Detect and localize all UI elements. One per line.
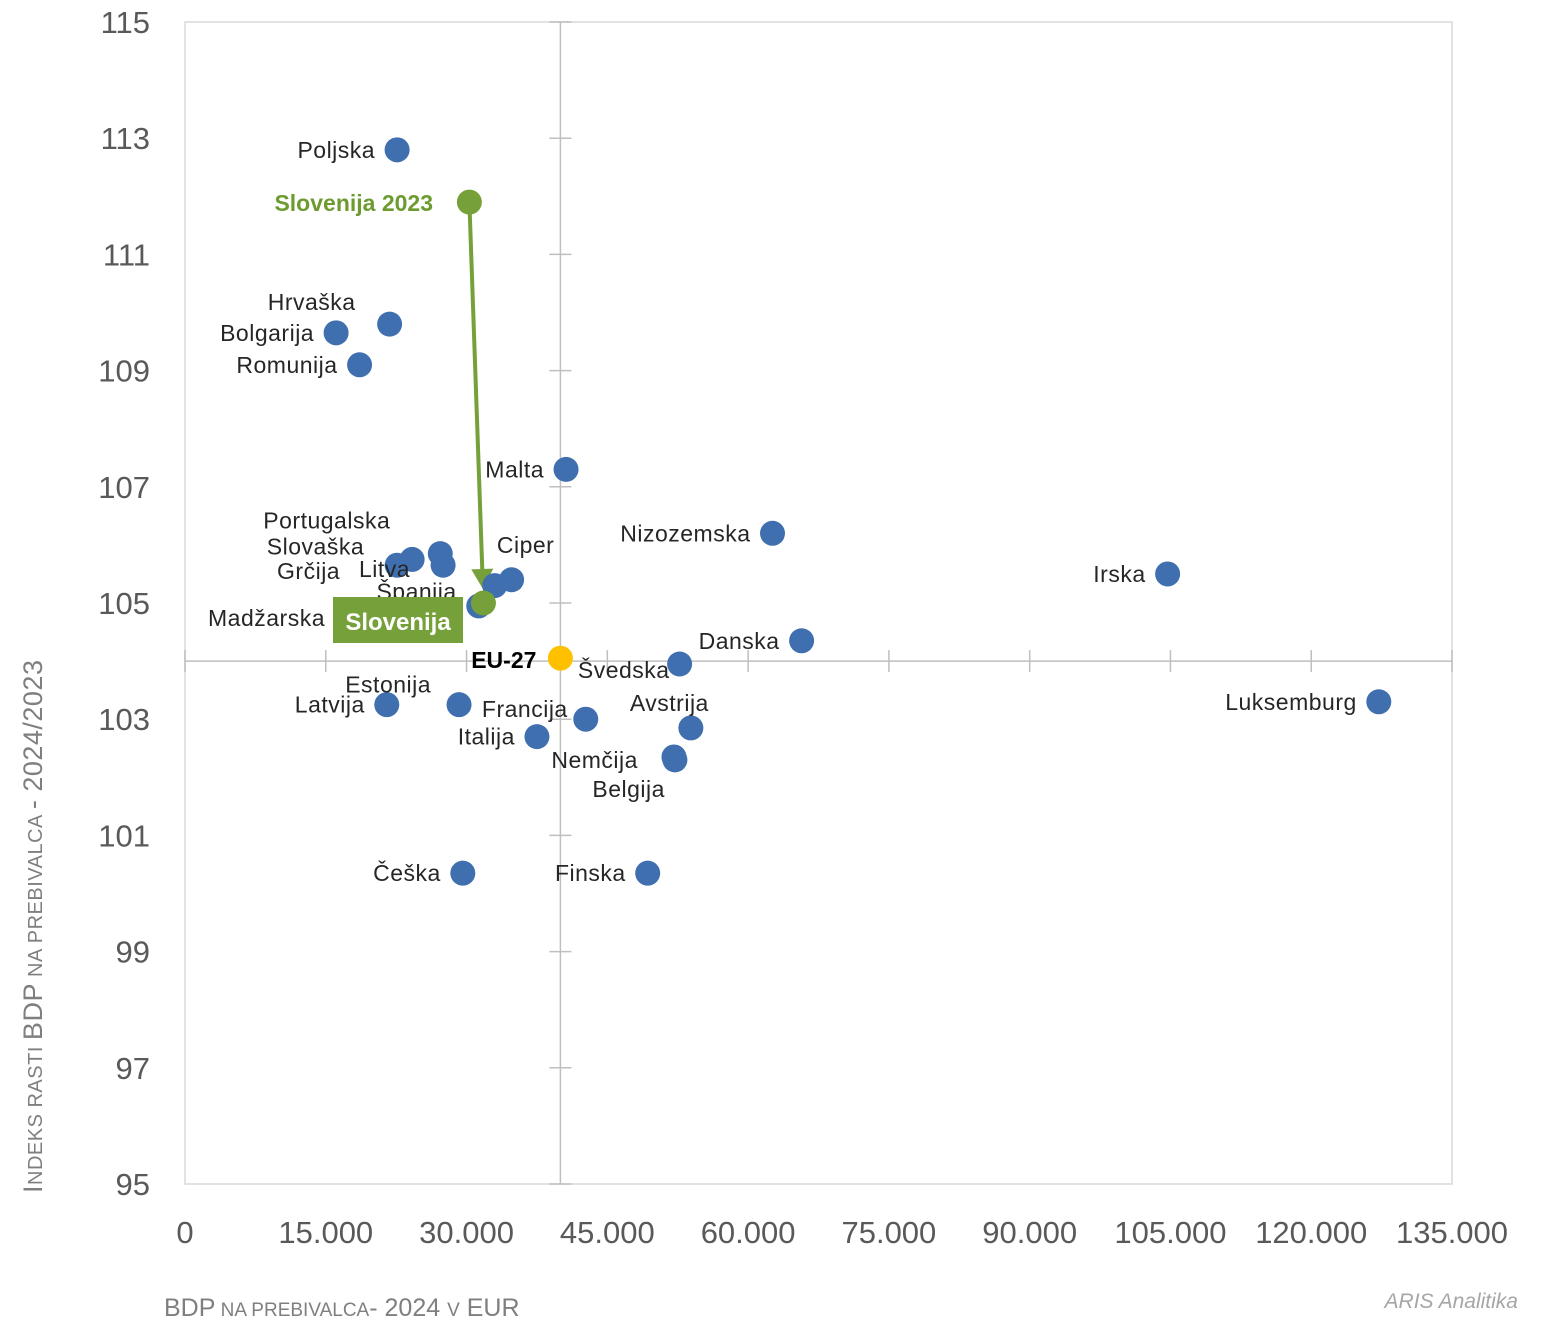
point-label: Finska: [555, 860, 626, 886]
point-label: Irska: [1093, 561, 1145, 587]
point-label: Hrvaška: [268, 289, 356, 315]
point-label: Grčija: [277, 558, 340, 584]
point-label: Estonija: [345, 672, 431, 698]
data-point: [1155, 561, 1181, 587]
point-label: Latvija: [295, 692, 365, 718]
data-point: [384, 137, 410, 163]
y-tick-label: 113: [101, 121, 150, 156]
country-points: [323, 137, 1392, 886]
data-point: [446, 692, 472, 718]
x-axis-label: BDP NA PREBIVALCA- 2024 V EUR: [164, 1294, 520, 1322]
x-tick-label: 105.000: [1114, 1215, 1226, 1250]
eu27-label: EU-27: [471, 647, 536, 673]
y-tick-labels: 95 97 99 101 103 105 107 109 111 113 115: [98, 5, 150, 1202]
data-point: [667, 651, 693, 677]
data-point: [635, 860, 661, 886]
y-tick-label: 99: [116, 935, 150, 970]
point-label: Nizozemska: [620, 520, 750, 546]
data-point: [524, 724, 550, 750]
slovenia-eu-highlight: Slovenija 2023 Slovenija EU-27: [274, 189, 573, 673]
y-tick-label: 95: [116, 1167, 150, 1202]
data-point: [374, 692, 400, 718]
point-label: Poljska: [297, 137, 375, 163]
data-point: [347, 352, 373, 378]
data-point: [323, 320, 349, 346]
data-point: [430, 552, 456, 578]
data-point: [377, 311, 403, 337]
point-label: Romunija: [236, 352, 337, 378]
x-tick-label: 135.000: [1396, 1215, 1508, 1250]
data-point: [384, 552, 410, 578]
point-label: Češka: [373, 859, 441, 886]
y-tick-label: 107: [98, 470, 150, 505]
plot-area: [184, 21, 1453, 1185]
y-tick-label: 97: [116, 1051, 150, 1086]
eu27-point: [547, 645, 573, 671]
slovenia-label-box: [333, 597, 463, 643]
y-tick-label: 115: [101, 5, 150, 40]
x-tick-label: 75.000: [841, 1215, 936, 1250]
axes: [184, 21, 1453, 1185]
y-tick-label: 103: [98, 702, 150, 737]
slovenia-2023-label: Slovenija 2023: [274, 190, 433, 216]
data-point: [499, 567, 525, 593]
slovenia-2023-point: [456, 189, 482, 215]
data-point: [662, 747, 688, 773]
x-tick-labels: 0 15.000 30.000 45.000 60.000 75.000 90.000 105…: [176, 1215, 1508, 1250]
data-point: [760, 520, 786, 546]
x-tick-label: 45.000: [560, 1215, 655, 1250]
y-tick-label: 109: [98, 354, 150, 389]
x-tick-label: 0: [176, 1215, 193, 1250]
arrow-shaft: [467, 202, 485, 570]
arrow-head: [471, 568, 494, 590]
point-label: Nemčija: [551, 747, 638, 773]
x-tick-label: 60.000: [701, 1215, 796, 1250]
point-label: Belgija: [592, 776, 665, 802]
x-tick-label: 120.000: [1255, 1215, 1367, 1250]
y-tick-label: 101: [98, 818, 150, 853]
x-tick-label: 15.000: [278, 1215, 373, 1250]
y-axis-label: INDEKS RASTI BDP NA PREBIVALCA - 2024/20…: [18, 660, 48, 1193]
x-tick-label: 90.000: [982, 1215, 1077, 1250]
data-point: [573, 706, 599, 732]
data-point: [678, 715, 704, 741]
point-label: Madžarska: [208, 605, 325, 631]
data-point: [1366, 689, 1392, 715]
point-label: Švedska: [578, 656, 670, 683]
point-label: Italija: [458, 724, 515, 750]
point-label: Portugalska: [263, 508, 390, 534]
slovenia-2024-point: [470, 590, 496, 616]
point-label: Francija: [482, 696, 568, 722]
data-point: [789, 628, 815, 654]
y-tick-label: 111: [103, 237, 150, 272]
point-label: Slovaška: [267, 533, 364, 559]
point-label: Malta: [485, 456, 544, 482]
country-labels: Poljska Hrvaška Bolgarija Romunija Malta Nizo…: [208, 137, 1357, 886]
data-point: [553, 456, 579, 482]
source-note: ARIS Analitika: [1384, 1290, 1518, 1313]
point-label: Bolgarija: [220, 320, 314, 346]
data-point: [450, 860, 476, 886]
point-label: Ciper: [497, 532, 554, 558]
point-label: Litva: [359, 556, 410, 582]
point-label: Danska: [699, 628, 780, 654]
y-tick-label: 105: [98, 586, 150, 621]
point-label: Avstrija: [630, 690, 709, 716]
slovenia-change-arrow: [467, 202, 494, 590]
point-label: Luksemburg: [1225, 689, 1357, 715]
x-tick-label: 30.000: [419, 1215, 514, 1250]
slovenia-2024-label: Slovenija: [345, 609, 451, 636]
